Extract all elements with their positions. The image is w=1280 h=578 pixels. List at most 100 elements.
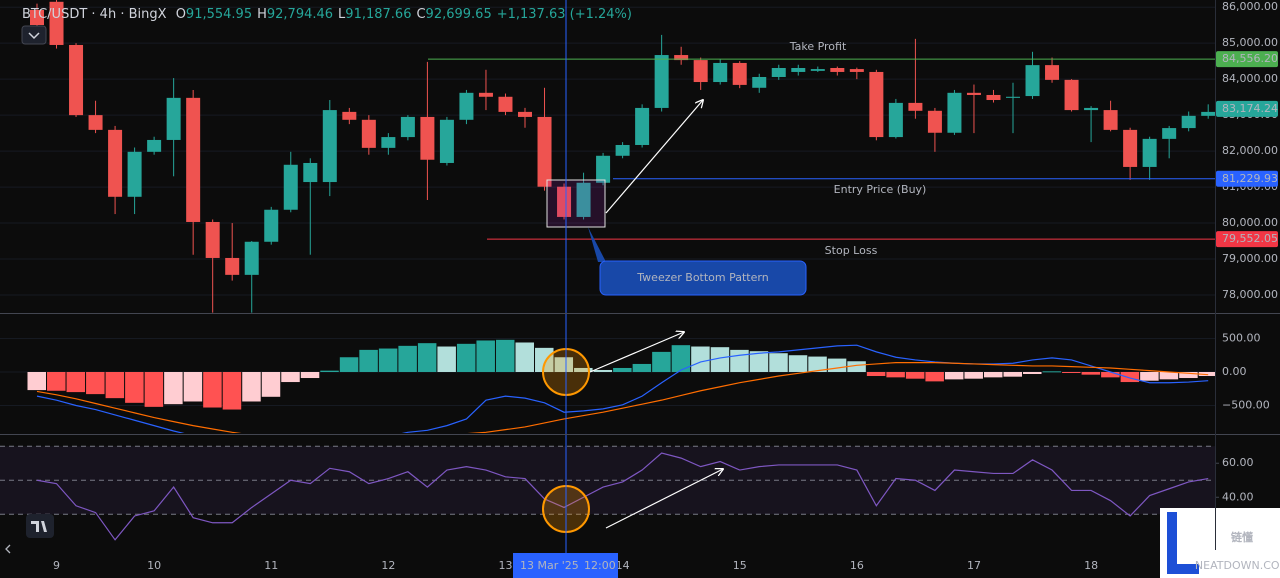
- candle-body: [654, 55, 669, 108]
- histogram-bar: [730, 349, 749, 372]
- price-panel: [0, 0, 1215, 313]
- candle-body: [205, 221, 220, 258]
- histogram-bar: [652, 351, 671, 372]
- x-tick-label: 9: [53, 559, 60, 572]
- histogram-bar: [593, 369, 613, 372]
- candle-body: [1084, 107, 1099, 111]
- level-name: Take Profit: [789, 40, 847, 53]
- histogram-bar: [788, 355, 808, 372]
- candle-body: [635, 107, 650, 145]
- histogram-bar: [964, 371, 983, 379]
- candle-body: [381, 137, 396, 148]
- collapse-button[interactable]: [21, 25, 47, 45]
- candle-body: [1123, 129, 1138, 167]
- ohlc-label: L: [338, 7, 346, 22]
- candle-body: [927, 110, 942, 133]
- legend: BTC/USDT · 4h · BingX O91,554.95 H92,794.4…: [22, 7, 632, 22]
- ohlc-label: O: [176, 7, 186, 22]
- candle-body: [244, 241, 259, 275]
- crosshair-time: 12:00: [584, 559, 616, 572]
- histogram-bar: [1081, 371, 1101, 375]
- histogram-bar: [86, 371, 105, 395]
- histogram-bar: [203, 371, 222, 408]
- candle-body: [322, 110, 337, 183]
- histogram-bar: [144, 371, 164, 407]
- ohlc-label: H: [257, 7, 267, 22]
- histogram-bar: [886, 371, 905, 378]
- watermark-text: 链懂: [1231, 530, 1253, 544]
- candle-body: [400, 116, 415, 138]
- candle-body: [283, 164, 298, 210]
- histogram-bar: [515, 342, 534, 372]
- histogram-bar: [866, 371, 886, 377]
- histogram-bar: [710, 347, 730, 372]
- last-price-label: 83,174.24: [1222, 102, 1278, 115]
- histogram-bar: [261, 371, 281, 397]
- candle-body: [69, 44, 84, 116]
- candle-body: [849, 69, 864, 72]
- ohlc-value: 91,187.66: [345, 7, 411, 22]
- histogram-bar: [378, 348, 398, 372]
- pattern-box: [546, 179, 606, 228]
- histogram-bar: [1023, 371, 1042, 375]
- y-tick-label: 85,000.00: [1222, 36, 1278, 49]
- candle-body: [576, 182, 591, 217]
- change: +1,137.63 (+1.24%): [497, 7, 632, 22]
- y-tick-label: −500.00: [1222, 399, 1270, 412]
- histogram-bar: [1042, 371, 1062, 373]
- histogram-bar: [300, 371, 320, 379]
- level-price-label: 84,556.20: [1222, 52, 1278, 65]
- candle-body: [478, 92, 493, 97]
- x-tick-label: 15: [733, 559, 747, 572]
- candle-body: [1025, 65, 1040, 97]
- candle-body: [147, 139, 162, 152]
- histogram-bar: [456, 343, 476, 372]
- histogram-bar: [339, 357, 359, 372]
- candle-body: [264, 209, 279, 242]
- tv-logo: [26, 514, 54, 538]
- histogram-bar: [905, 371, 925, 379]
- arrow: [589, 332, 684, 373]
- scroll-left[interactable]: [5, 544, 11, 554]
- candle-body: [498, 96, 513, 112]
- crosshair-label-box: [513, 553, 618, 578]
- histogram-bar: [320, 370, 339, 372]
- callout-text: Tweezer Bottom Pattern: [636, 271, 768, 284]
- candle-body: [674, 55, 689, 61]
- ohlc-value: 92,699.65: [426, 7, 492, 22]
- candle-body: [439, 119, 454, 163]
- histogram-bar: [281, 371, 300, 383]
- candle-body: [752, 76, 767, 88]
- histogram-bar: [105, 371, 125, 399]
- rsi-panel: [0, 445, 1215, 541]
- histogram-bar: [1120, 371, 1140, 383]
- candle-body: [908, 102, 923, 111]
- candle-body: [771, 67, 786, 77]
- y-tick-label: 78,000.00: [1222, 288, 1278, 301]
- histogram-bar: [242, 371, 261, 402]
- candle-body: [1181, 115, 1196, 129]
- histogram-bar: [749, 351, 769, 372]
- candle-body: [596, 155, 611, 183]
- ohlc-value: 92,794.46: [267, 7, 333, 22]
- histogram-bar: [827, 358, 847, 372]
- callout-box: [599, 260, 807, 296]
- candle-body: [1162, 128, 1177, 139]
- histogram-bar: [66, 371, 86, 393]
- arrow: [605, 100, 703, 214]
- candle-body: [30, 10, 44, 26]
- x-tick-label: 13: [498, 559, 512, 572]
- candle-body: [518, 111, 532, 117]
- watermark-sub: NEATDOWN.COM: [1195, 559, 1280, 572]
- candle-body: [108, 129, 123, 197]
- histogram-bar: [613, 367, 632, 372]
- candle-body: [1064, 79, 1079, 111]
- macd-line: [36, 344, 1209, 433]
- collapse-icon: [28, 32, 40, 40]
- level-price-label: 79,552.05: [1222, 232, 1278, 245]
- histogram-bar: [925, 371, 944, 382]
- x-tick-label: 16: [850, 559, 864, 572]
- histogram-bar: [671, 345, 691, 372]
- histogram-bar: [183, 371, 203, 402]
